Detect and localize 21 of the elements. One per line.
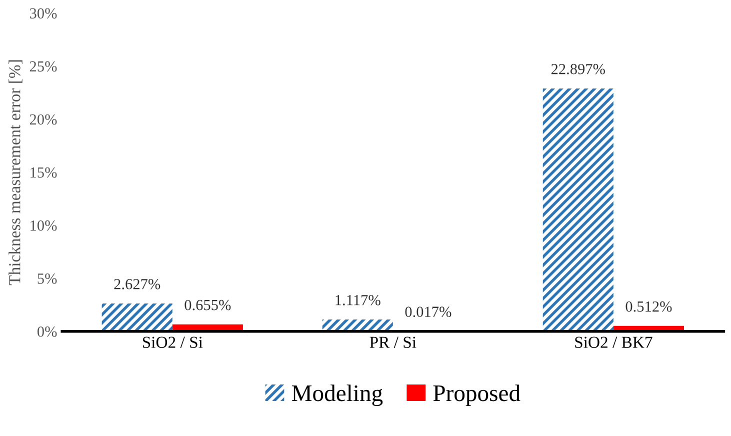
legend-label: Modeling	[292, 384, 383, 406]
y-tick-label: 0%	[37, 326, 57, 337]
y-tick-label: 20%	[30, 114, 57, 125]
y-tick-label: 5%	[38, 273, 57, 284]
data-label: 0.017%	[405, 306, 452, 318]
y-tick-label: 25%	[30, 61, 57, 72]
legend-label: Proposed	[433, 384, 520, 406]
bar	[102, 303, 172, 332]
data-label: 1.117%	[336, 294, 380, 306]
data-label: 0.655%	[184, 300, 231, 310]
bar	[542, 88, 614, 332]
data-label: 22.897%	[551, 64, 605, 74]
y-tick-label: 10%	[30, 220, 57, 231]
x-tick-label: SiO2 / BK7	[575, 336, 652, 348]
x-tick-label: SiO2 / Si	[142, 336, 203, 348]
y-tick-label: 15%	[30, 167, 57, 178]
x-tick-label: PR / Si	[370, 336, 416, 348]
y-axis-title: Thickness measurement error [%]	[8, 60, 22, 286]
y-tick-label: 30%	[30, 8, 57, 19]
data-label: 0.512%	[626, 301, 672, 312]
data-label: 2.627%	[114, 278, 160, 290]
